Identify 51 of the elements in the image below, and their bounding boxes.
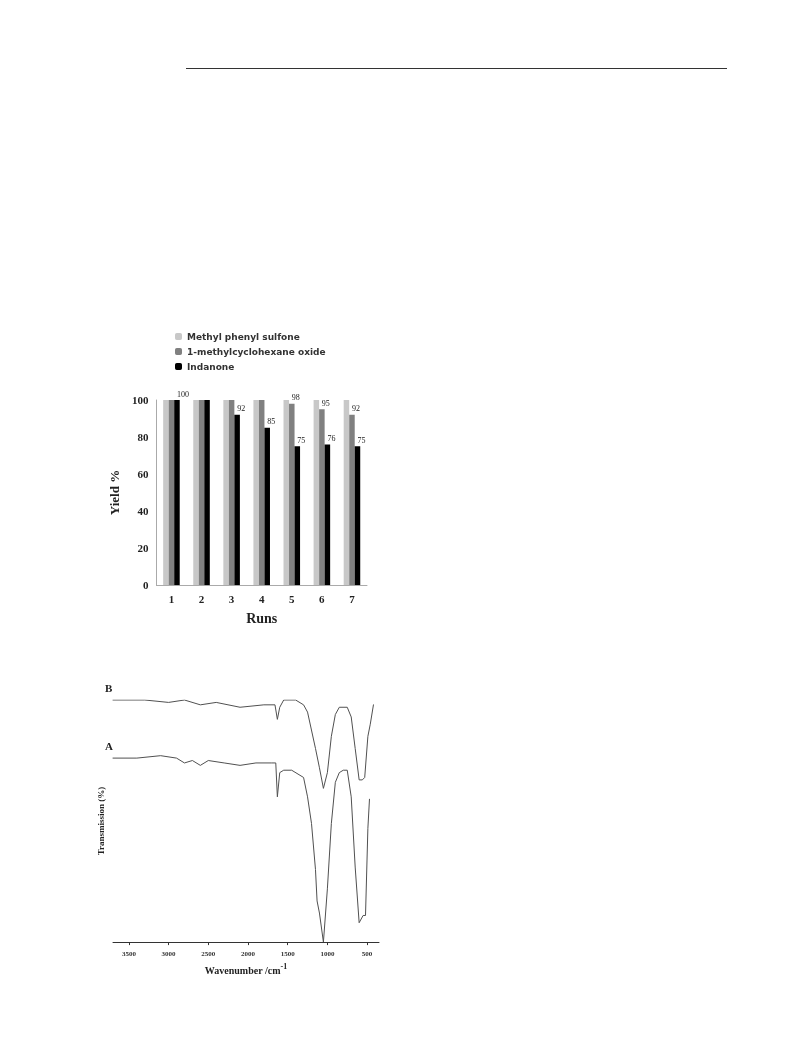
legend-label: Methyl phenyl sulfone — [187, 331, 300, 342]
data-label: 92 — [237, 404, 246, 414]
data-label: 85 — [267, 417, 276, 427]
bar — [313, 400, 320, 585]
bar — [264, 427, 270, 585]
bar — [223, 400, 229, 585]
bar — [228, 400, 235, 585]
legend-label: Indanone — [187, 361, 235, 372]
x-tick-label: 3 — [228, 592, 235, 605]
bar — [168, 400, 175, 585]
bar — [324, 444, 331, 585]
bar — [294, 446, 301, 585]
bar — [289, 403, 295, 585]
bar — [253, 400, 259, 585]
data-label: 95 — [321, 398, 330, 408]
bar — [349, 414, 355, 585]
x-tick-label: 5 — [289, 592, 296, 605]
y-axis-title: Transmission (%) — [95, 786, 106, 856]
y-tick-label: 40 — [137, 505, 149, 517]
y-tick-label: 20 — [137, 542, 149, 554]
data-label: 76 — [327, 433, 336, 443]
bar — [354, 446, 361, 585]
bar — [258, 400, 265, 585]
x-tick-label: 1 — [168, 592, 175, 605]
series-label: A — [105, 739, 113, 752]
legend-label: 1-methylcyclohexane oxide — [187, 346, 326, 357]
bar — [193, 400, 199, 585]
bar — [319, 409, 325, 585]
series-label: B — [105, 681, 113, 694]
bar — [204, 400, 210, 585]
x-tick-label: 6 — [319, 592, 326, 605]
y-tick-label: 100 — [131, 394, 149, 406]
y-tick-label: 80 — [137, 431, 149, 443]
x-axis-title: Runs — [246, 610, 278, 626]
x-tick-label: 4 — [258, 592, 265, 605]
data-label: 98 — [291, 393, 300, 403]
bar — [174, 400, 180, 585]
data-label: 75 — [297, 435, 306, 445]
y-axis-title: Yield % — [107, 469, 122, 516]
x-tick-label: 7 — [349, 592, 356, 605]
bar — [283, 400, 290, 585]
data-label: 100 — [176, 389, 189, 399]
bar — [198, 400, 205, 585]
bar — [163, 400, 169, 585]
data-label: 75 — [357, 435, 366, 445]
data-label: 92 — [351, 404, 360, 414]
bar — [234, 414, 240, 585]
y-tick-label: 0 — [142, 579, 149, 591]
y-tick-label: 60 — [137, 468, 149, 480]
bar — [343, 400, 350, 585]
x-tick-label: 2 — [198, 592, 205, 605]
